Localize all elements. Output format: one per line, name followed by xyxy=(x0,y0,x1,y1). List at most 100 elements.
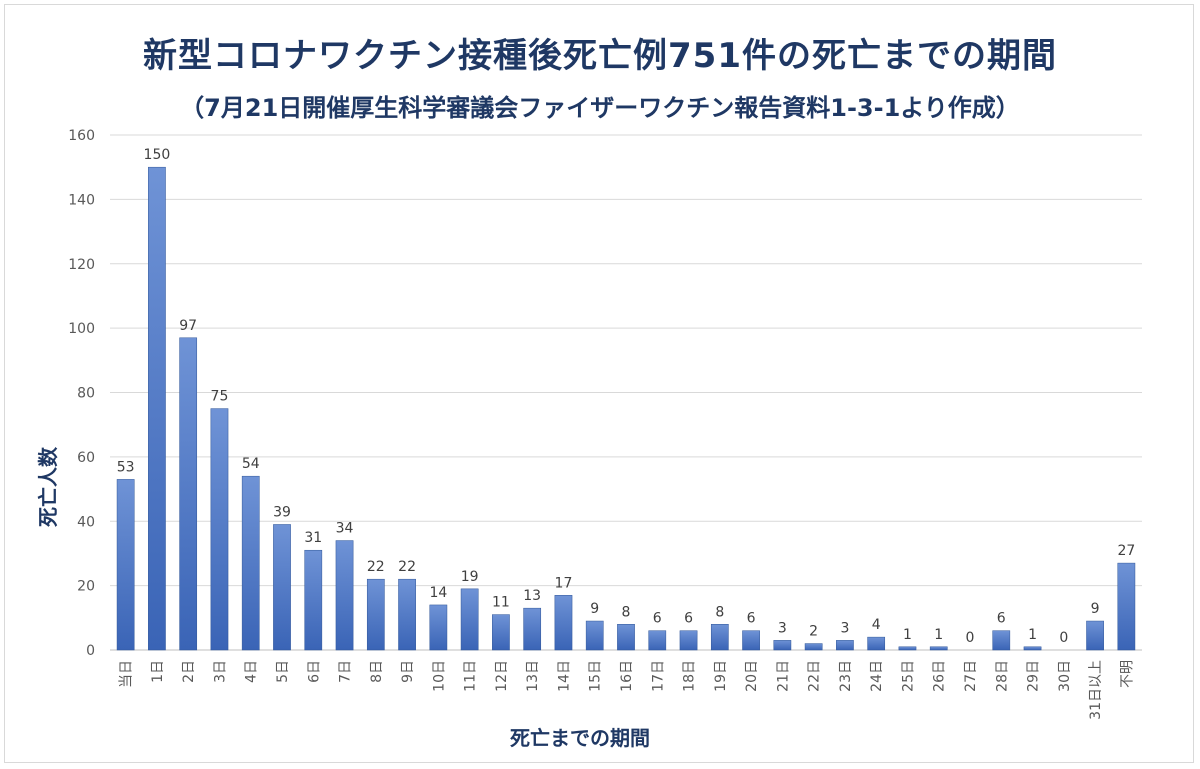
x-tick-label: 23日 xyxy=(838,660,854,692)
y-tick-label: 100 xyxy=(68,321,95,337)
bar xyxy=(148,166,166,651)
x-tick-label: 15日 xyxy=(588,660,604,692)
data-label: 6 xyxy=(997,611,1006,627)
bar xyxy=(742,630,760,651)
x-tick-label: 19日 xyxy=(713,660,729,692)
x-tick-label: 7日 xyxy=(338,660,354,683)
data-label: 54 xyxy=(242,456,260,472)
x-tick-label: 4日 xyxy=(244,660,260,683)
bar xyxy=(1023,646,1042,651)
data-label: 13 xyxy=(523,588,541,604)
y-tick-label: 120 xyxy=(68,257,95,273)
data-label: 3 xyxy=(840,620,849,636)
x-tick-label: 17日 xyxy=(650,660,666,692)
bar xyxy=(335,540,354,651)
x-tick-label: 21日 xyxy=(775,660,791,692)
data-label: 75 xyxy=(211,389,229,405)
x-tick-label: 18日 xyxy=(682,660,698,692)
x-tick-label: 不明 xyxy=(1119,660,1135,688)
x-tick-label: 5日 xyxy=(275,660,291,683)
data-label: 53 xyxy=(117,459,135,475)
chart-subtitle: （7月21日開催厚生科学審議会ファイザーワクチン報告資料1-3-1より作成） xyxy=(180,94,1020,122)
x-tick-label: 3日 xyxy=(212,660,228,683)
data-label: 17 xyxy=(555,575,573,591)
bar xyxy=(867,636,886,651)
data-label: 97 xyxy=(179,318,197,334)
data-label: 6 xyxy=(653,611,662,627)
bar xyxy=(116,479,135,651)
bar xyxy=(992,630,1011,651)
bar xyxy=(617,624,635,651)
data-label: 31 xyxy=(304,530,322,546)
data-label: 1 xyxy=(934,627,943,643)
bar xyxy=(179,337,198,651)
bar xyxy=(898,646,917,651)
x-tick-label: 2日 xyxy=(181,660,197,683)
bar xyxy=(710,624,729,651)
bar xyxy=(398,578,416,651)
chart-title: 新型コロナワクチン接種後死亡例751件の死亡までの期間 xyxy=(143,36,1057,76)
data-label: 39 xyxy=(273,504,291,520)
x-tick-label: 14日 xyxy=(556,660,572,692)
bar xyxy=(804,643,823,651)
data-label: 6 xyxy=(684,611,693,627)
x-tick-label: 1日 xyxy=(150,660,166,683)
data-label: 22 xyxy=(398,559,416,575)
y-tick-label: 160 xyxy=(68,128,95,144)
data-label: 27 xyxy=(1117,543,1135,559)
bar xyxy=(492,614,510,651)
data-label: 8 xyxy=(622,604,631,620)
data-label: 8 xyxy=(715,604,724,620)
bar xyxy=(929,646,948,651)
y-tick-label: 20 xyxy=(77,579,95,595)
x-tick-label: 9日 xyxy=(400,660,416,683)
data-label: 9 xyxy=(1091,601,1100,617)
x-tick-label: 8日 xyxy=(369,660,385,683)
y-tick-label: 60 xyxy=(77,450,95,466)
data-label: 34 xyxy=(336,521,354,537)
bar xyxy=(460,588,479,651)
data-label: 1 xyxy=(1028,627,1037,643)
bar xyxy=(773,640,792,651)
bar xyxy=(679,630,698,651)
x-tick-label: 22日 xyxy=(807,660,823,692)
bar xyxy=(648,630,667,651)
data-label: 4 xyxy=(872,617,881,633)
x-tick-label: 20日 xyxy=(744,660,760,692)
bar xyxy=(585,620,604,651)
x-tick-label: 29日 xyxy=(1026,660,1042,692)
bar xyxy=(210,408,229,651)
x-tick-label: 10日 xyxy=(431,660,447,692)
x-axis-label: 死亡までの期間 xyxy=(510,726,650,750)
bar xyxy=(1117,562,1136,651)
bar xyxy=(366,578,385,651)
data-label: 6 xyxy=(747,611,756,627)
bar xyxy=(273,524,291,651)
y-tick-label: 0 xyxy=(86,643,95,659)
bar xyxy=(554,595,573,651)
x-tick-label: 28日 xyxy=(994,660,1010,692)
x-tick-label: 27日 xyxy=(963,660,979,692)
x-tick-label: 26日 xyxy=(932,660,948,692)
data-label: 14 xyxy=(429,585,447,601)
x-tick-label: 13日 xyxy=(525,660,541,692)
x-tick-label: 16日 xyxy=(619,660,635,692)
data-label: 11 xyxy=(492,595,510,611)
bar xyxy=(429,604,448,651)
data-label: 9 xyxy=(590,601,599,617)
data-label: 1 xyxy=(903,627,912,643)
bar xyxy=(1086,620,1104,651)
chart-frame xyxy=(4,4,1194,763)
y-tick-label: 140 xyxy=(68,192,95,208)
y-tick-label: 80 xyxy=(77,386,95,402)
bar xyxy=(836,640,854,651)
data-label: 22 xyxy=(367,559,385,575)
x-tick-label: 当日 xyxy=(119,660,135,688)
data-label: 0 xyxy=(1059,630,1068,646)
x-tick-label: 11日 xyxy=(463,660,479,692)
bar xyxy=(523,607,542,651)
data-label: 2 xyxy=(809,624,818,640)
x-tick-label: 24日 xyxy=(869,660,885,692)
x-tick-label: 12日 xyxy=(494,660,510,692)
